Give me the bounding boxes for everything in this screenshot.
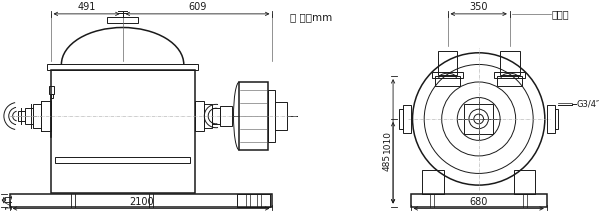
Bar xyxy=(500,51,520,75)
Bar xyxy=(494,72,526,78)
Text: 排气口: 排气口 xyxy=(551,9,569,19)
Bar xyxy=(275,102,287,130)
Bar xyxy=(220,106,232,126)
Bar xyxy=(55,157,190,163)
Bar xyxy=(49,86,55,94)
Bar xyxy=(239,82,268,150)
Bar xyxy=(432,72,463,78)
Bar xyxy=(514,170,535,194)
Bar xyxy=(547,105,554,133)
Bar xyxy=(403,105,410,133)
Bar xyxy=(497,76,523,86)
Bar xyxy=(33,104,41,128)
Bar xyxy=(107,17,138,23)
Bar xyxy=(10,194,272,206)
Bar xyxy=(399,109,403,129)
Text: 609: 609 xyxy=(188,2,206,12)
Bar xyxy=(41,101,50,131)
Text: 单 位：mm: 单 位：mm xyxy=(290,12,332,22)
Bar xyxy=(435,76,460,86)
Bar xyxy=(194,101,205,131)
Bar xyxy=(238,194,269,206)
Text: 2100: 2100 xyxy=(129,197,154,207)
Bar xyxy=(268,90,275,142)
Text: 680: 680 xyxy=(469,197,488,207)
Bar xyxy=(422,170,443,194)
Bar xyxy=(205,104,212,128)
Text: 350: 350 xyxy=(469,2,488,12)
Text: 1010: 1010 xyxy=(383,130,392,153)
Bar xyxy=(554,109,559,129)
Bar xyxy=(47,64,199,70)
Bar xyxy=(50,94,53,97)
Bar xyxy=(410,194,547,206)
Text: G3/4″: G3/4″ xyxy=(577,100,600,109)
Bar xyxy=(212,108,220,124)
Text: 485: 485 xyxy=(383,154,392,171)
Bar xyxy=(438,51,457,75)
Bar xyxy=(464,104,493,134)
Text: 491: 491 xyxy=(77,2,96,12)
Bar xyxy=(50,70,194,193)
Bar xyxy=(25,108,33,124)
Bar xyxy=(17,111,25,121)
Text: 141: 141 xyxy=(5,192,14,209)
